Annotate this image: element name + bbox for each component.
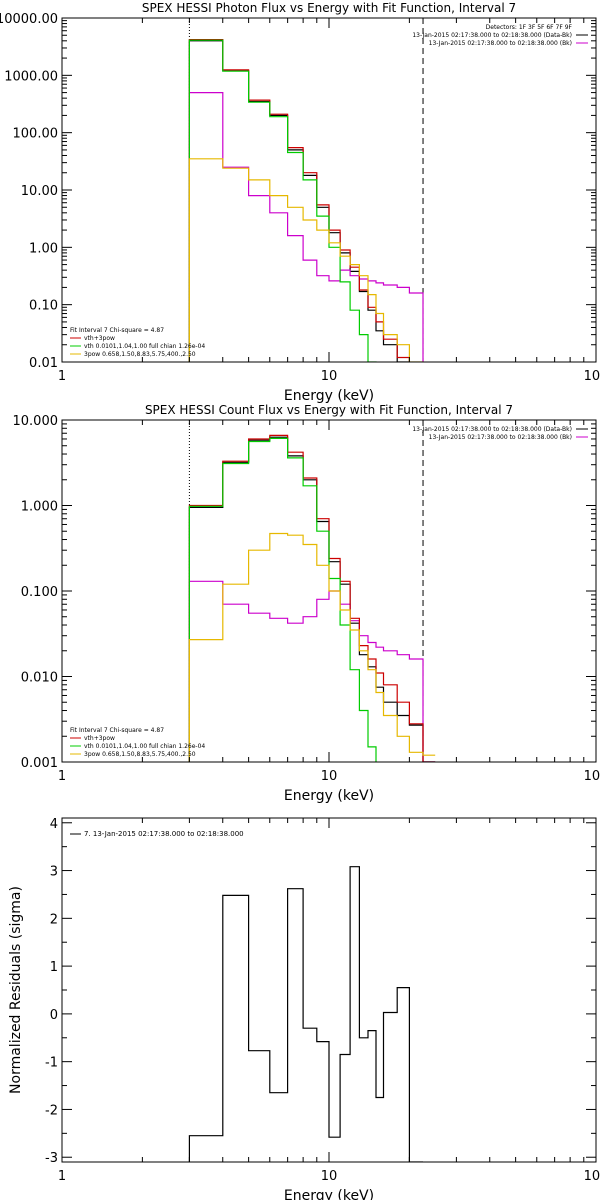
x-tick-label: 100 [584, 769, 600, 784]
y-tick-label: -3 [45, 1151, 58, 1166]
y-tick-label: 4 [50, 817, 58, 832]
y-tick-label: 0.01 [29, 356, 58, 371]
legend-left-entry: 3pow 0.658,1.50,8.83,5.75,400.,2.50 [84, 751, 196, 758]
y-tick-label: 0.10 [29, 299, 58, 314]
x-axis-label: Energy (keV) [284, 788, 374, 804]
series-resid-line [188, 866, 423, 1162]
legend-left-entry: vth 0.0101,1.04,1.00 full chian 1.26e-04 [84, 343, 205, 350]
legend-left-entry: 3pow 0.658,1.50,8.83,5.75,400.,2.50 [84, 351, 196, 358]
y-axis-label: Normalized Residuals (sigma) [8, 886, 24, 1094]
y-tick-label: 1 [50, 960, 58, 975]
legend-left-entry: Fit Interval 7 Chi-square = 4.87 [70, 727, 164, 734]
y-tick-label: 10000.00 [0, 12, 58, 27]
legend-right-entry: 13-Jan-2015 02:17:38.000 to 02:18:38.000… [429, 434, 572, 441]
legend-left-entry: vth+3pow [84, 335, 115, 342]
y-tick-label: -1 [45, 1056, 58, 1071]
series-vth-line [188, 39, 377, 362]
x-tick-label: 100 [584, 1169, 600, 1184]
legend-left-entry: 7. 13-Jan-2015 02:17:38.000 to 02:18:38.… [84, 830, 244, 838]
series-bk-line [188, 580, 436, 762]
series-data-line [188, 40, 410, 362]
x-tick-label: 1 [58, 1169, 66, 1184]
legend-right-entry: 13-Jan-2015 02:17:38.000 to 02:18:38.000… [429, 40, 572, 47]
x-tick-label: 1 [58, 769, 66, 784]
y-tick-label: 2 [50, 912, 58, 927]
legend-left-entry: Fit Interval 7 Chi-square = 4.87 [70, 327, 164, 334]
series-group [188, 434, 436, 762]
x-tick-label: 10 [321, 1169, 338, 1184]
series-bk-line [188, 92, 424, 362]
y-tick-label: 0.001 [21, 756, 58, 771]
series-group [188, 39, 424, 362]
series-pow-line [188, 158, 424, 362]
legend-right-entry: 13-Jan-2015 02:17:38.000 to 02:18:38.000… [412, 32, 572, 39]
y-tick-label: 1000.00 [4, 69, 58, 84]
x-tick-label: 10 [321, 369, 338, 384]
chart-panel-2: SPEX HESSI Count Flux vs Energy with Fit… [13, 403, 600, 804]
y-tick-label: 0.100 [21, 585, 58, 600]
y-tick-label: 0.010 [21, 671, 58, 686]
y-tick-label: 0 [50, 1008, 58, 1023]
y-tick-label: 1.00 [29, 241, 58, 256]
series-group [188, 866, 423, 1162]
y-tick-label: 3 [50, 865, 58, 880]
legend-right-entry: Detectors: 1F 3F 5F 6F 7F 9F [486, 24, 573, 31]
x-tick-label: 100 [584, 369, 600, 384]
series-total-line [188, 39, 410, 362]
y-tick-label: -2 [45, 1103, 58, 1118]
legend-left-entry: vth 0.0101,1.04,1.00 full chian 1.26e-04 [84, 743, 205, 750]
y-tick-label: 10.00 [21, 184, 58, 199]
x-tick-label: 1 [58, 369, 66, 384]
chart-panel-3: 1 10 100 Energy (keV) -3 -2 -1 0 1 2 3 4 Normalized … [8, 817, 600, 1200]
series-total-line [188, 434, 436, 762]
plot-frame [61, 17, 597, 363]
chart-title: SPEX HESSI Count Flux vs Energy with Fit… [145, 403, 513, 417]
x-axis-label: Energy (keV) [284, 1188, 374, 1200]
y-tick-label: 100.00 [13, 127, 59, 142]
chart-title: SPEX HESSI Photon Flux vs Energy with Fi… [142, 1, 516, 15]
legend-right-entry: 13-Jan-2015 02:17:38.000 to 02:18:38.000… [412, 426, 572, 433]
series-pow-line [188, 532, 436, 762]
y-tick-label: 10.000 [13, 414, 59, 429]
x-tick-label: 10 [321, 769, 338, 784]
x-axis-label: Energy (keV) [284, 388, 374, 404]
legend-left-entry: vth+3pow [84, 735, 115, 742]
chart-panel-1: SPEX HESSI Photon Flux vs Energy with Fi… [0, 1, 600, 404]
y-tick-label: 1.000 [21, 500, 58, 515]
